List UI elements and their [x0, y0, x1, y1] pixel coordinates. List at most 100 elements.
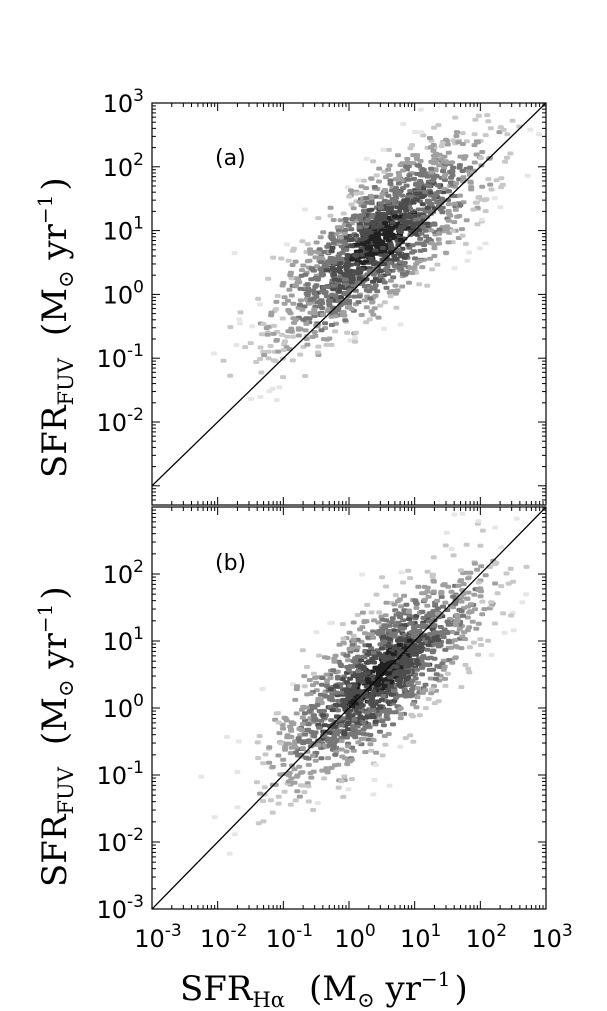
- density-cell: [478, 564, 485, 569]
- density-cell: [370, 738, 377, 743]
- density-cell: [366, 632, 373, 637]
- density-cell: [301, 674, 308, 679]
- density-cell: [418, 241, 425, 246]
- density-cell: [475, 621, 482, 626]
- panel-b-density-cells: [198, 511, 530, 856]
- density-cell: [446, 211, 452, 216]
- density-cell: [287, 751, 294, 756]
- density-cell: [429, 241, 436, 246]
- density-cell: [326, 730, 333, 735]
- density-cell: [332, 260, 339, 265]
- density-cell: [412, 130, 419, 134]
- density-cell: [234, 770, 241, 774]
- density-cell: [333, 702, 339, 707]
- density-cell: [452, 656, 458, 661]
- density-cell: [478, 217, 485, 222]
- density-cell: [482, 209, 489, 214]
- density-cell: [333, 738, 340, 743]
- density-cell: [488, 600, 495, 605]
- density-cell: [378, 663, 384, 668]
- density-cell: [318, 718, 325, 723]
- density-cell: [375, 681, 382, 686]
- density-cell: [400, 122, 407, 126]
- density-cell: [296, 302, 303, 307]
- density-cell: [441, 166, 447, 170]
- density-cell: [342, 242, 349, 247]
- density-cell: [385, 147, 392, 152]
- density-cell: [302, 328, 309, 333]
- density-cell: [383, 584, 389, 589]
- density-cell: [303, 728, 310, 733]
- density-cell: [352, 336, 358, 340]
- density-cell: [340, 640, 347, 645]
- density-cell: [405, 194, 412, 199]
- density-cell: [438, 594, 445, 599]
- density-cell: [385, 167, 392, 172]
- density-cell: [510, 628, 517, 633]
- density-cell: [471, 592, 478, 597]
- density-cell: [416, 282, 423, 287]
- density-cell: [379, 245, 386, 250]
- density-cell: [383, 618, 390, 623]
- density-cell: [445, 584, 452, 589]
- density-cell: [328, 687, 334, 692]
- density-cell: [331, 659, 338, 664]
- density-cell: [328, 235, 335, 240]
- x-tick-label: 10-1: [266, 921, 314, 953]
- density-cell: [445, 638, 452, 643]
- density-cell: [319, 312, 326, 317]
- density-cell: [267, 798, 274, 803]
- density-cell: [344, 253, 351, 257]
- density-cell: [348, 237, 355, 242]
- density-cell: [383, 600, 390, 605]
- density-cell: [316, 247, 323, 252]
- density-cell: [455, 583, 462, 588]
- density-cell: [318, 289, 325, 294]
- density-cell: [255, 756, 262, 760]
- density-cell: [501, 630, 508, 635]
- density-cell: [344, 330, 351, 335]
- density-cell: [379, 753, 386, 758]
- density-cell: [364, 288, 371, 293]
- density-cell: [345, 787, 352, 792]
- density-cell: [387, 181, 394, 186]
- density-cell: [351, 683, 358, 688]
- density-cell: [500, 127, 507, 132]
- density-cell: [377, 205, 384, 210]
- density-cell: [371, 306, 378, 311]
- density-cell: [388, 679, 395, 684]
- density-cell: [350, 659, 357, 663]
- density-cell: [297, 286, 304, 291]
- density-cell: [453, 181, 460, 186]
- density-cell: [248, 396, 254, 401]
- density-cell: [452, 207, 459, 212]
- density-cell: [498, 545, 505, 550]
- density-cell: [380, 634, 387, 639]
- density-cell: [321, 285, 328, 290]
- density-cell: [316, 725, 323, 730]
- density-cell: [473, 152, 480, 157]
- density-cell: [342, 318, 349, 323]
- density-cell: [349, 731, 356, 736]
- density-cell: [357, 238, 364, 243]
- density-cell: [465, 169, 472, 173]
- density-cell: [315, 216, 322, 221]
- density-cell: [445, 240, 452, 245]
- density-cell: [446, 202, 452, 207]
- density-cell: [311, 307, 318, 312]
- density-cell: [428, 166, 435, 171]
- x-tick-label: 103: [531, 921, 572, 953]
- density-cell: [295, 279, 302, 284]
- density-cell: [369, 300, 376, 305]
- density-cell: [326, 242, 332, 247]
- density-cell: [449, 228, 456, 233]
- density-cell: [395, 620, 402, 625]
- density-cell: [270, 255, 277, 260]
- density-cell: [364, 710, 371, 715]
- density-cell: [319, 682, 325, 687]
- density-cell: [395, 153, 401, 158]
- density-cell: [406, 173, 413, 178]
- density-cell: [424, 205, 431, 210]
- density-cell: [296, 739, 303, 743]
